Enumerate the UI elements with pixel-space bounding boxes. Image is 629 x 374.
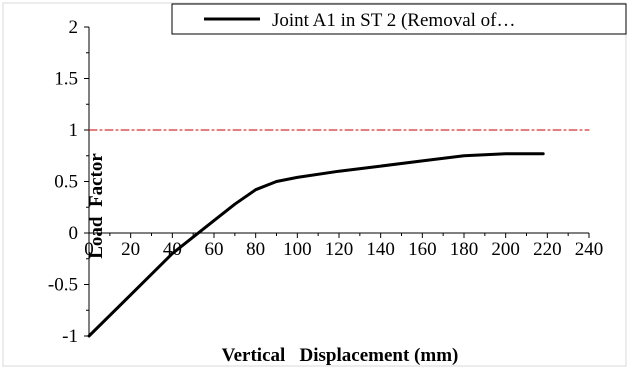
x-tick-label: 200 xyxy=(491,239,520,260)
x-tick-label: 60 xyxy=(205,239,224,260)
series-group xyxy=(87,129,590,338)
x-tick-label: 240 xyxy=(575,239,604,260)
y-tick-label: 0 xyxy=(69,223,79,244)
x-tick-label: 120 xyxy=(325,239,354,260)
axis-ticks: 0 20 40 60 80 100 120 140 160 180 200 220 240-1-0.50… xyxy=(48,17,603,347)
x-tick-label: 20 xyxy=(121,239,140,260)
x-tick-label: 220 xyxy=(533,239,562,260)
x-tick-label: 40 xyxy=(163,239,182,260)
y-tick-label: 0.5 xyxy=(54,172,78,193)
y-tick-label: 1.5 xyxy=(54,69,78,90)
y-tick-label: 2 xyxy=(69,17,79,38)
x-axis-title: Vertical Displacement (mm) xyxy=(222,345,459,366)
legend-label: Joint A1 in ST 2 (Removal of… xyxy=(272,10,515,31)
y-tick-label: -0.5 xyxy=(48,275,78,296)
x-tick-label: 100 xyxy=(283,239,312,260)
chart-border xyxy=(2,2,627,367)
x-tick-label: 160 xyxy=(408,239,437,260)
y-axis-title: Load Factor xyxy=(86,153,107,259)
x-tick-label: 80 xyxy=(246,239,265,260)
series-line xyxy=(87,152,545,338)
x-tick-label: 0 xyxy=(84,239,94,260)
legend: Joint A1 in ST 2 (Removal of… xyxy=(171,3,627,35)
y-tick-label: 1 xyxy=(69,120,79,141)
x-tick-label: 180 xyxy=(450,239,479,260)
y-tick-label: -1 xyxy=(62,326,78,347)
x-tick-label: 140 xyxy=(366,239,395,260)
